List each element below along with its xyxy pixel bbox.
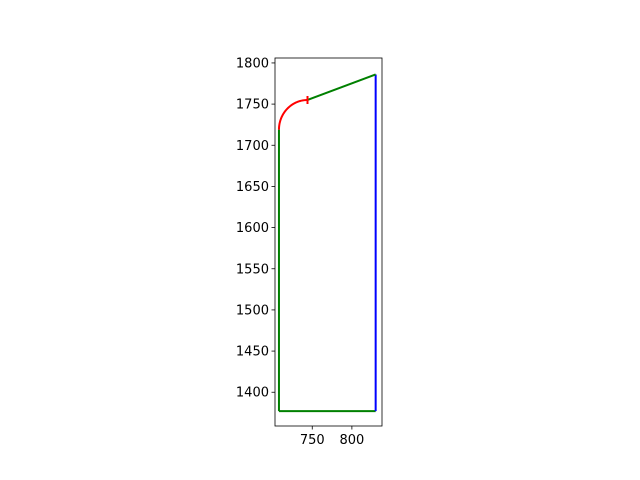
y-tick-label: 1400 (236, 386, 269, 401)
y-tick-label: 1600 (236, 221, 269, 236)
plot-frame (274, 57, 383, 427)
y-tick-label: 1700 (236, 139, 269, 154)
y-tick-label: 1450 (236, 345, 269, 360)
y-tick-label: 1500 (236, 303, 269, 318)
y-tick-label: 1550 (236, 262, 269, 277)
y-tick-label: 1800 (236, 56, 269, 71)
y-tick-label: 1650 (236, 180, 269, 195)
top-slope-line (307, 73, 377, 101)
x-tick-label: 750 (300, 433, 325, 448)
axes: 750 800 1400 1450 1500 1550 1600 1650 1700 1750 18… (236, 56, 383, 448)
y-tick-label: 1750 (236, 98, 269, 113)
x-tick-label: 800 (339, 433, 364, 448)
corner-arc (277, 98, 308, 130)
